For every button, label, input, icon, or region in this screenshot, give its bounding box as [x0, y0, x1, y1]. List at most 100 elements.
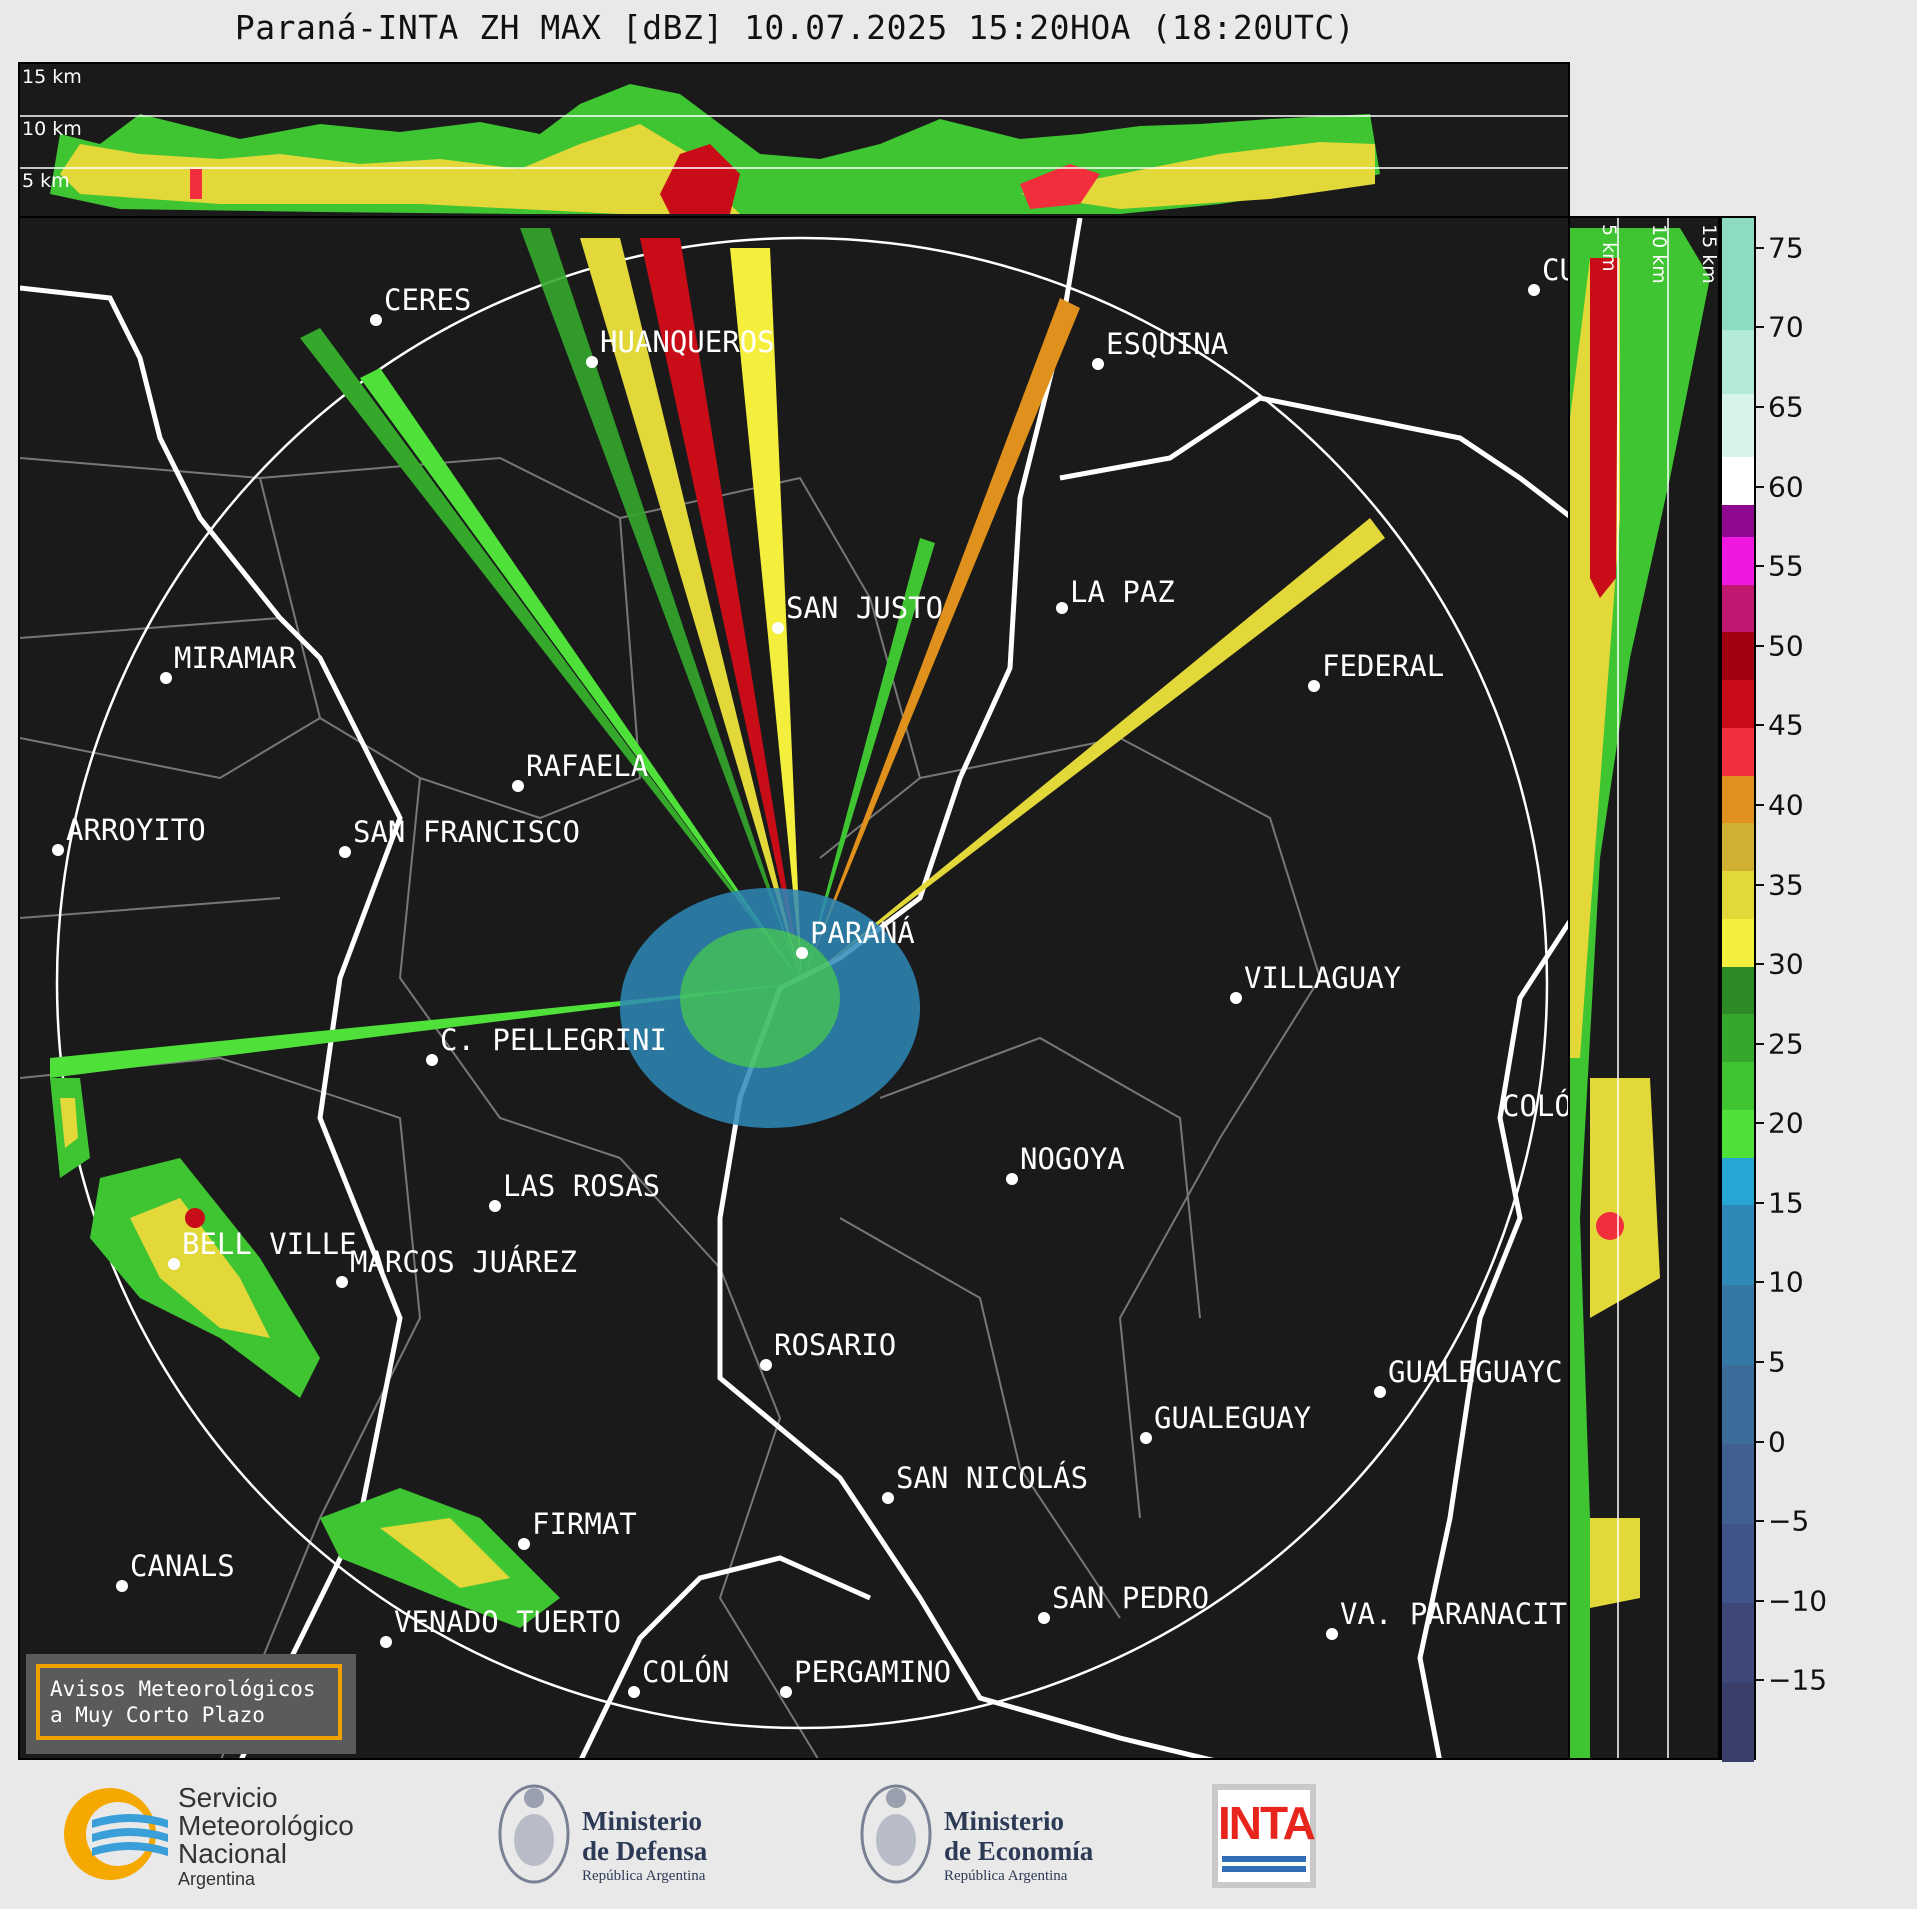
city-label: PERGAMINO — [794, 1655, 952, 1689]
city-dot — [339, 846, 351, 858]
colorbar-tick — [1756, 1122, 1764, 1125]
city-dot — [380, 1636, 392, 1648]
colorbar-tick-label: 10 — [1768, 1265, 1804, 1299]
city-label: SAN FRANCISCO — [353, 815, 580, 849]
colorbar-tick-label: 0 — [1768, 1425, 1786, 1459]
province-borders — [20, 456, 1322, 1758]
colorbar-segment — [1722, 393, 1754, 458]
colorbar-tick — [1756, 1361, 1764, 1364]
city-dot — [168, 1258, 180, 1270]
colorbar-tick — [1756, 246, 1764, 249]
radar-beams — [50, 228, 1385, 1078]
colorbar-segment — [1722, 1523, 1754, 1604]
colorbar-tick-label: 25 — [1768, 1027, 1804, 1061]
colorbar-segment — [1722, 631, 1754, 681]
colorbar-tick-label: 15 — [1768, 1186, 1804, 1220]
city-dot — [780, 1686, 792, 1698]
top-echo-profile — [50, 84, 1380, 214]
city-dot — [1056, 602, 1068, 614]
economia-line-3: República Argentina — [944, 1868, 1068, 1884]
city-label: MARCOS JUÁREZ — [350, 1245, 577, 1279]
city-label: MIRAMAR — [174, 641, 297, 675]
colorbar-segment — [1722, 456, 1754, 505]
footer-logos: Servicio Meteorológico Nacional Argentin… — [0, 1762, 1917, 1909]
top-cross-section-graphic — [20, 84, 1568, 214]
city-dot — [160, 672, 172, 684]
city-label: VENADO TUERTO — [394, 1605, 621, 1639]
city-label: GUALEGUAY — [1154, 1401, 1312, 1435]
defensa-line-1: Ministerio — [582, 1806, 702, 1836]
city-dot — [1326, 1628, 1338, 1640]
colorbar-tick-label: 40 — [1768, 788, 1804, 822]
footer-graphics — [64, 1784, 1316, 1888]
smn-logo-icon — [64, 1788, 168, 1880]
colorbar-tick-label: 20 — [1768, 1106, 1804, 1140]
colorbar-segment — [1722, 775, 1754, 824]
colorbar-segment — [1722, 1157, 1754, 1206]
colorbar-tick — [1756, 485, 1764, 488]
economia-seal-icon — [860, 1784, 932, 1884]
city-label: COLÓ — [1502, 1089, 1570, 1123]
smn-name: Servicio Meteorológico Nacional Argentin… — [178, 1784, 354, 1890]
economia-name: Ministerio de Economía República Argenti… — [944, 1806, 1093, 1886]
colorbar-tick — [1756, 1201, 1764, 1204]
colorbar-segment — [1722, 218, 1754, 330]
city-dot — [52, 844, 64, 856]
colorbar-tick — [1756, 406, 1764, 408]
city-label: PARANÁ — [810, 916, 915, 950]
colorbar-tick — [1756, 1520, 1764, 1523]
side-height-label-10km: 10 km — [1648, 224, 1670, 284]
colorbar-segment — [1722, 1109, 1754, 1158]
defensa-line-3: República Argentina — [582, 1868, 706, 1884]
colorbar-segment — [1722, 822, 1754, 872]
defensa-name: Ministerio de Defensa República Argentin… — [582, 1806, 707, 1886]
city-dot — [426, 1054, 438, 1066]
colorbar-segment — [1722, 584, 1754, 633]
city-label: NOGOYA — [1020, 1142, 1125, 1176]
colorbar-tick-label: −15 — [1768, 1663, 1828, 1697]
height-label-5km: 5 km — [22, 170, 70, 192]
height-label-10km: 10 km — [22, 118, 82, 140]
city-dot — [1374, 1386, 1386, 1398]
city-dot — [1528, 284, 1540, 296]
radar-range-ring — [55, 236, 1549, 1730]
city-dot — [512, 780, 524, 792]
colorbar-segment — [1722, 679, 1754, 728]
colorbar-tick — [1756, 1679, 1764, 1682]
chart-title: Paraná-INTA ZH MAX [dBZ] 10.07.2025 15:2… — [234, 8, 1356, 47]
colorbar-segment — [1722, 870, 1754, 919]
city-label: LAS ROSAS — [503, 1169, 661, 1203]
colorbar-segment — [1722, 1682, 1754, 1763]
radar-map-graphic — [20, 218, 1568, 1758]
defensa-seal-icon — [498, 1784, 570, 1884]
city-dot — [760, 1359, 772, 1371]
inta-logo-icon — [1212, 1784, 1316, 1888]
city-label: BELL VILLE — [182, 1227, 357, 1261]
city-label: FIRMAT — [532, 1507, 637, 1541]
colorbar-tick — [1756, 963, 1764, 966]
colorbar-segment — [1722, 1284, 1754, 1365]
city-label: GUALEGUAYC — [1388, 1355, 1563, 1389]
city-dot — [1092, 358, 1104, 370]
inta-name: INTA — [1218, 1797, 1316, 1849]
city-label: RAFAELA — [526, 749, 649, 783]
colorbar-tick — [1756, 1281, 1764, 1284]
colorbar-tick — [1756, 724, 1764, 727]
colorbar-tick — [1756, 1042, 1764, 1045]
colorbar-tick-label: 60 — [1768, 470, 1804, 504]
city-dot — [489, 1200, 501, 1212]
city-label: VILLAGUAY — [1244, 961, 1402, 995]
city-dot — [882, 1492, 894, 1504]
city-label: VA. PARANACIT — [1340, 1597, 1567, 1631]
colorbar-segment — [1722, 1602, 1754, 1683]
colorbar-tick-label: 5 — [1768, 1345, 1786, 1379]
side-cross-section-panel: 5 km 10 km 15 km — [1568, 216, 1720, 1760]
warning-box: Avisos Meteorológicos a Muy Corto Plazo — [26, 1654, 356, 1754]
colorbar-tick-label: 75 — [1768, 231, 1804, 265]
city-label: HUANQUEROS — [600, 325, 775, 359]
colorbar-segment — [1722, 1061, 1754, 1110]
city-dot — [628, 1686, 640, 1698]
colorbar-tick-label: −10 — [1768, 1584, 1828, 1618]
city-dot — [1006, 1173, 1018, 1185]
colorbar-segment — [1722, 966, 1754, 1015]
